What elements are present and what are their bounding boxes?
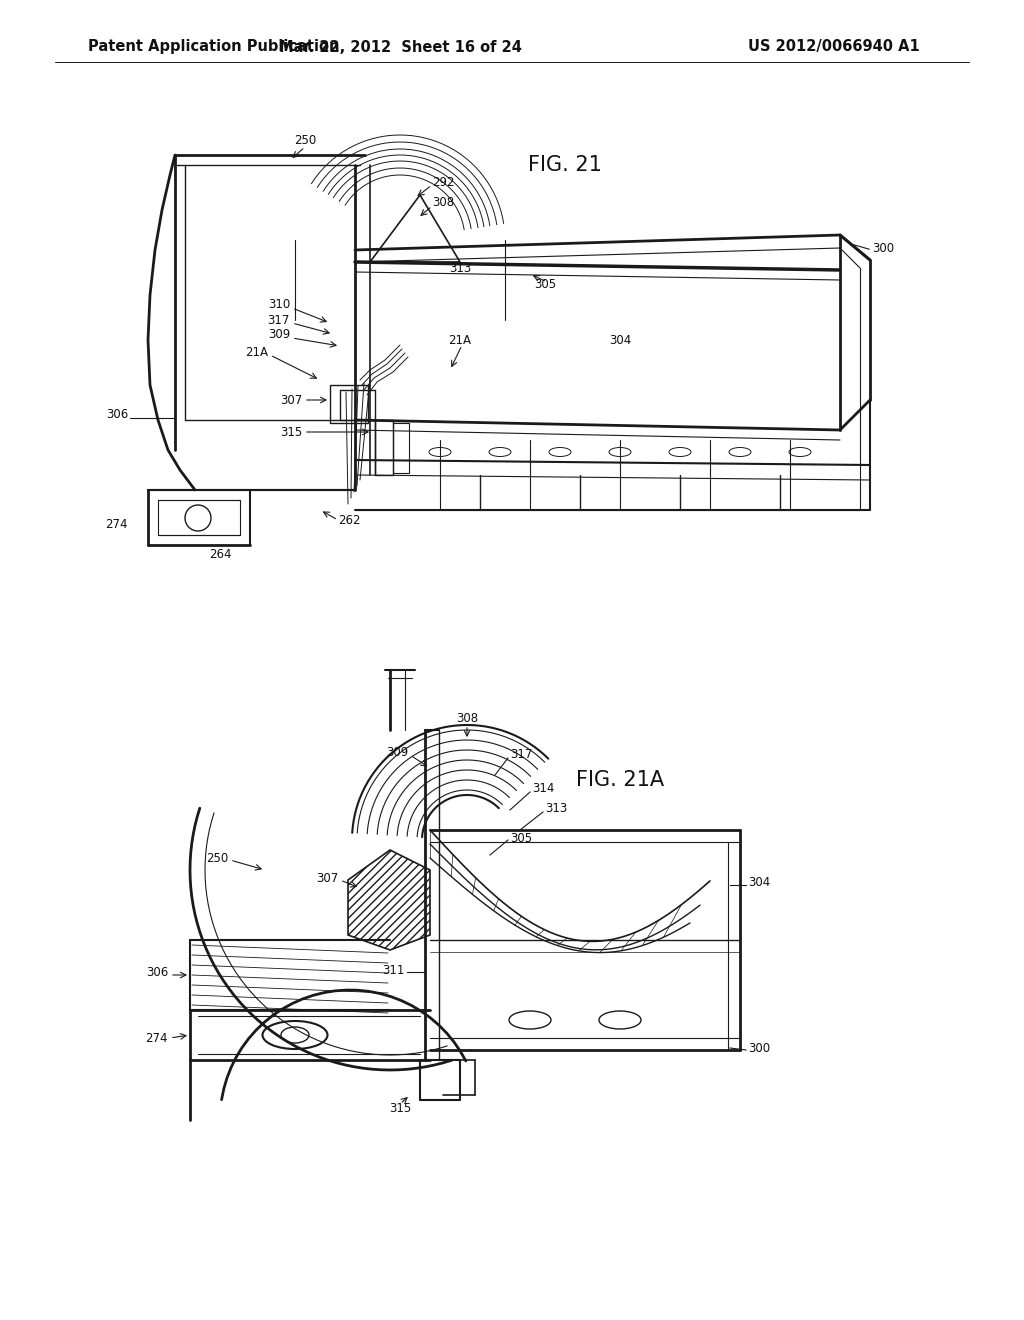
Text: 307: 307: [315, 871, 338, 884]
Text: 315: 315: [389, 1101, 411, 1114]
Text: 250: 250: [206, 851, 228, 865]
Text: FIG. 21: FIG. 21: [528, 154, 602, 176]
Text: 21A: 21A: [245, 346, 268, 359]
Text: Patent Application Publication: Patent Application Publication: [88, 40, 340, 54]
Text: 250: 250: [294, 133, 316, 147]
Text: Mar. 22, 2012  Sheet 16 of 24: Mar. 22, 2012 Sheet 16 of 24: [279, 40, 521, 54]
Text: 308: 308: [456, 711, 478, 725]
Text: 315: 315: [280, 425, 302, 438]
Text: 262: 262: [338, 513, 360, 527]
Polygon shape: [348, 850, 430, 950]
Text: US 2012/0066940 A1: US 2012/0066940 A1: [749, 40, 920, 54]
Text: 292: 292: [432, 176, 455, 189]
Text: 264: 264: [209, 549, 231, 561]
Text: 313: 313: [449, 261, 471, 275]
Text: 311: 311: [383, 964, 406, 977]
Text: 308: 308: [432, 195, 454, 209]
Text: 306: 306: [145, 965, 168, 978]
Text: 305: 305: [534, 279, 556, 292]
Text: 274: 274: [105, 519, 128, 532]
Text: 310: 310: [267, 298, 290, 312]
Text: FIG. 21A: FIG. 21A: [575, 770, 664, 789]
Text: 300: 300: [872, 242, 894, 255]
Text: 300: 300: [748, 1041, 770, 1055]
Bar: [158, 500, 240, 535]
Bar: [330, 385, 368, 422]
Text: 304: 304: [609, 334, 631, 346]
Text: 309: 309: [386, 746, 408, 759]
Text: 274: 274: [145, 1031, 168, 1044]
Bar: [375, 420, 393, 475]
Text: 317: 317: [510, 748, 532, 762]
Text: 309: 309: [267, 329, 290, 342]
Bar: [393, 422, 409, 473]
Text: 307: 307: [280, 393, 302, 407]
Text: 314: 314: [532, 781, 554, 795]
Text: 305: 305: [510, 832, 532, 845]
Text: 21A: 21A: [449, 334, 471, 346]
Text: 313: 313: [545, 801, 567, 814]
Text: 304: 304: [748, 875, 770, 888]
Text: 317: 317: [267, 314, 290, 326]
Text: 306: 306: [105, 408, 128, 421]
